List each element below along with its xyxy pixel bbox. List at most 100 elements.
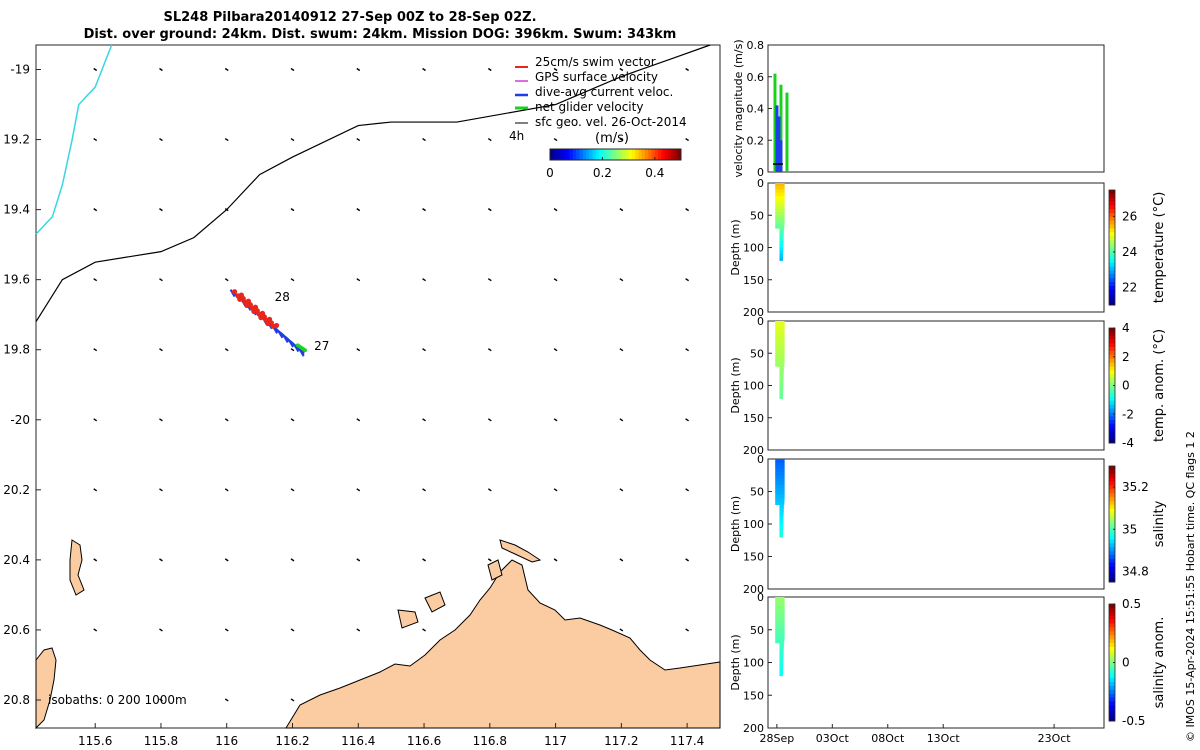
- panel-colorbar-tick-label: 2: [1122, 350, 1130, 364]
- panel-colorbar-cell: [1109, 358, 1115, 363]
- colorbar-cell: [648, 149, 653, 160]
- profile-cell: [775, 330, 785, 335]
- profile-cell: [775, 468, 785, 473]
- time-tick-label: 28Sep: [760, 732, 795, 745]
- swim-vector: [253, 307, 259, 313]
- colorbar-unit: (m/s): [595, 131, 629, 146]
- depth-tick-label: 100: [743, 518, 764, 531]
- surface-velocity-arrow: [159, 137, 163, 142]
- depth-tick-label: 150: [743, 412, 764, 425]
- colorbar-cell: [612, 149, 616, 160]
- surface-velocity-arrow: [422, 418, 426, 422]
- panel-colorbar-tick-label: 0.5: [1122, 597, 1141, 611]
- depth-tick-label: 100: [743, 657, 764, 670]
- surface-velocity-arrow: [93, 558, 98, 562]
- velocity-y-tick-label: 0.2: [747, 134, 765, 147]
- profile-cell: [775, 340, 785, 345]
- panel-colorbar-cell: [1109, 197, 1115, 202]
- island-west: [35, 647, 57, 730]
- surface-velocity-arrow: [422, 628, 426, 632]
- surface-velocity-arrow: [93, 488, 98, 492]
- colorbar-tick-label: 0: [546, 166, 554, 180]
- colorbar-cell: [599, 149, 603, 160]
- profile-cell: [775, 350, 785, 354]
- colorbar-cell: [625, 149, 630, 160]
- panel-colorbar-tick-label: 26: [1122, 210, 1137, 224]
- panel-colorbar-cell: [1109, 623, 1115, 628]
- profile-cell: [775, 636, 785, 641]
- profile-cell: [779, 372, 784, 377]
- panel-colorbar-cell: [1109, 489, 1115, 494]
- profile-cell: [775, 218, 785, 223]
- profile-cell: [779, 244, 784, 248]
- panel-colorbar-cell: [1109, 431, 1115, 436]
- profile-cell: [775, 359, 785, 364]
- time-axis-ticks: 28Sep 03Oct 08Oct 13Oct 23Oct: [760, 724, 1071, 745]
- profile-cell: [775, 629, 785, 634]
- panel-colorbar-cell: [1109, 551, 1115, 556]
- surface-velocity-arrow: [93, 278, 98, 282]
- panel-colorbar-cell: [1109, 282, 1115, 287]
- panel-colorbar-cell: [1109, 213, 1115, 218]
- profile-cell: [779, 520, 784, 525]
- panel-colorbar-cell: [1109, 473, 1115, 479]
- map-y-tick-label: 20.2: [3, 483, 30, 497]
- profile-cell: [779, 514, 784, 518]
- profile-cell: [775, 208, 785, 213]
- panel-colorbar-cell: [1109, 689, 1115, 695]
- profile-cell: [775, 362, 785, 367]
- surface-velocity-arrow: [422, 558, 426, 562]
- surface-velocity-arrow: [422, 67, 426, 72]
- profile-cell: [775, 475, 785, 479]
- panel-colorbar-tick-label: -0.5: [1122, 714, 1145, 728]
- panel-colorbar-cell: [1109, 243, 1115, 248]
- panel-colorbar-cell: [1109, 496, 1115, 502]
- surface-velocity-arrow: [93, 628, 98, 632]
- colorbar-cell: [658, 149, 662, 160]
- profile-cell: [779, 231, 784, 236]
- profile-cell: [779, 395, 783, 399]
- profile-cell: [779, 241, 784, 245]
- profile-cell: [775, 491, 785, 496]
- panel-colorbar-cell: [1109, 351, 1115, 356]
- colorbar-cell: [674, 149, 679, 160]
- panel-colorbar-cell: [1109, 705, 1115, 710]
- colorbar-cell: [569, 149, 574, 160]
- panel-colorbar-cell: [1109, 412, 1115, 417]
- panel-colorbar-label: salinity anom.: [1152, 617, 1167, 709]
- surface-velocity-arrow: [685, 278, 690, 282]
- surface-velocity-arrow: [619, 278, 624, 282]
- map-y-tick-label: -19: [10, 63, 30, 77]
- panel-colorbar-cell: [1109, 554, 1115, 560]
- panel-colorbar-cell: [1109, 366, 1115, 371]
- panel-colorbar-cell: [1109, 377, 1115, 383]
- map-y-tick-label: 19.4: [3, 203, 30, 217]
- profile-cell: [779, 388, 784, 393]
- colorbar-cell: [622, 149, 626, 160]
- day-label: 27: [314, 339, 329, 353]
- surface-velocity-arrow: [356, 488, 361, 492]
- map-y-tick-label: 20.6: [3, 623, 30, 637]
- velocity-ylabel: velocity magnitude (m/s): [732, 39, 745, 177]
- map-frame: [35, 44, 721, 729]
- profile-cell: [775, 337, 785, 341]
- surface-velocity-arrow: [487, 67, 492, 72]
- profile-cell: [775, 494, 785, 499]
- panel-colorbar-cell: [1109, 604, 1115, 609]
- profile-cell: [775, 633, 785, 637]
- panel-colorbar-cell: [1109, 543, 1115, 548]
- profile-cell: [775, 343, 785, 348]
- panel-colorbar-cell: [1109, 693, 1115, 699]
- mainland: [285, 559, 721, 729]
- panel-colorbar-cell: [1109, 331, 1115, 337]
- surface-velocity-arrow: [487, 418, 492, 422]
- net-velocity-point: [303, 348, 307, 353]
- surface-velocity-arrow: [159, 558, 163, 562]
- isobath-1000m: [35, 44, 711, 323]
- legend-gps-label: GPS surface velocity: [535, 70, 658, 84]
- profile-cell: [779, 379, 784, 383]
- panel-colorbar-cell: [1109, 220, 1115, 225]
- panel-colorbar-cell: [1109, 685, 1115, 691]
- depth-tick-label: 200: [743, 306, 764, 319]
